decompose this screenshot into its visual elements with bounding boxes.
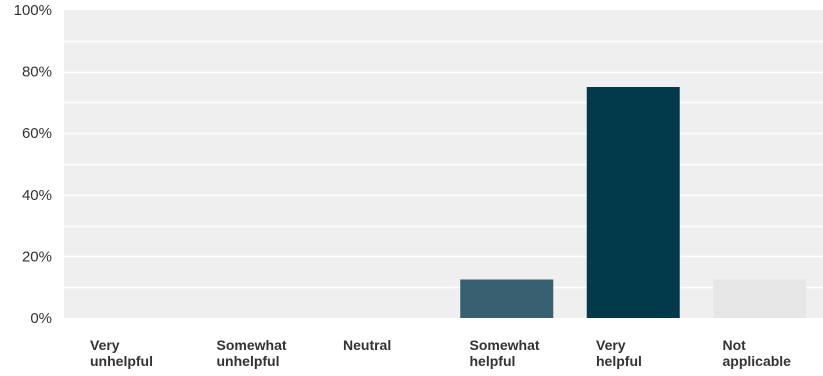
bar [586, 87, 680, 318]
x-category-label: Not applicable [723, 337, 792, 369]
bar [713, 279, 807, 318]
bar [460, 279, 554, 318]
y-tick-label: 0% [30, 310, 52, 327]
bars [460, 87, 807, 318]
x-category-label: Neutral [343, 337, 391, 353]
y-tick-label: 20% [22, 248, 52, 265]
y-tick-label: 80% [22, 64, 52, 81]
y-axis-ticks: 0% 20% 40% 60% 80% 100% [14, 2, 52, 327]
x-category-label: Very helpful [596, 337, 642, 369]
x-category-label: Very unhelpful [90, 337, 153, 369]
y-tick-label: 60% [22, 125, 52, 142]
x-category-label: Somewhat unhelpful [217, 337, 287, 369]
y-tick-label: 40% [22, 187, 52, 204]
y-tick-label: 100% [14, 2, 52, 19]
x-axis-categories: Very unhelpful Somewhat unhelpful Neutral Som… [90, 337, 791, 369]
grid-lines [64, 40, 823, 289]
x-category-label: Somewhat helpful [470, 337, 540, 369]
